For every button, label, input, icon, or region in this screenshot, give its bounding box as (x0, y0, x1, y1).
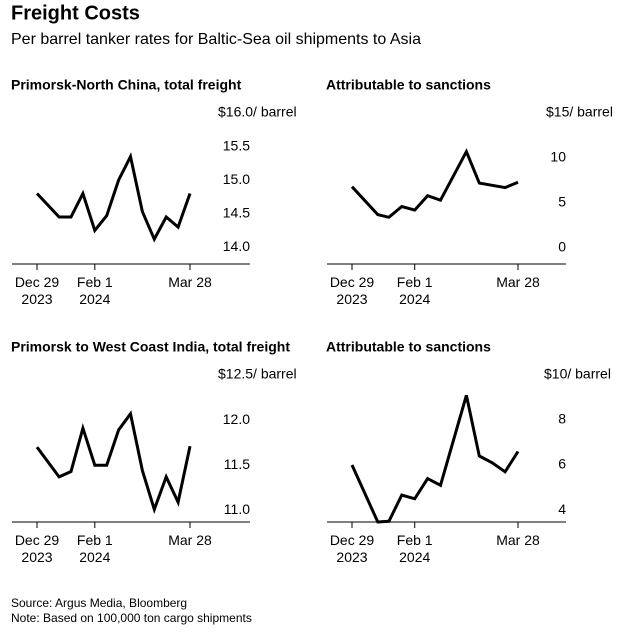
x-tick-label: Feb 1 2024 (77, 274, 113, 307)
y-tick-label: 10 (550, 149, 566, 165)
y-tick-label: 14.0 (223, 238, 250, 254)
y-tick-label: $10/ barrel (544, 366, 611, 382)
y-tick-label: 14.5 (223, 204, 250, 220)
line (35, 152, 192, 243)
x-tick-label: Mar 28 (168, 532, 212, 548)
x-tick-label: Feb 1 2024 (397, 274, 433, 307)
y-tick-label: 4 (558, 501, 566, 517)
subtitle: Per barrel tanker rates for Baltic-Sea o… (11, 31, 421, 48)
y-tick-label: 15.0 (223, 171, 250, 187)
line (35, 410, 192, 515)
x-tick-label: Mar 28 (496, 274, 540, 290)
y-tick-label: $12.5/ barrel (218, 366, 297, 382)
chart-title: Primorsk to West Coast India, total frei… (11, 339, 290, 355)
y-tick-label: 5 (558, 194, 566, 210)
x-tick-label: Mar 28 (168, 274, 212, 290)
note: Note: Based on 100,000 ton cargo shipmen… (11, 611, 252, 625)
y-tick-label: $16.0/ barrel (218, 104, 297, 120)
title: Freight Costs (11, 2, 140, 24)
chart-title: Primorsk-North China, total freight (11, 77, 242, 93)
y-tick-label: 11.5 (224, 456, 250, 472)
chart-title: Attributable to sanctions (326, 77, 491, 93)
x-tick-label: Feb 1 2024 (397, 532, 433, 565)
chart-title: Attributable to sanctions (326, 339, 491, 355)
y-tick-label: 12.0 (223, 411, 250, 427)
x-tick-label: Dec 29 2023 (330, 274, 375, 307)
x-tick-label: Feb 1 2024 (77, 532, 113, 565)
y-tick-label: 0 (558, 239, 566, 255)
line (350, 394, 520, 524)
y-tick-label: 11.0 (224, 501, 250, 517)
source: Source: Argus Media, Bloomberg (11, 596, 187, 610)
y-tick-label: 15.5 (223, 137, 250, 153)
x-tick-label: Dec 29 2023 (15, 532, 60, 565)
y-tick-label: $15/ barrel (546, 104, 613, 120)
y-tick-label: 6 (558, 456, 566, 472)
x-tick-label: Mar 28 (496, 532, 540, 548)
y-tick-label: 8 (558, 411, 566, 427)
x-tick-label: Dec 29 2023 (15, 274, 60, 307)
x-tick-label: Dec 29 2023 (330, 532, 375, 565)
line (350, 148, 519, 219)
